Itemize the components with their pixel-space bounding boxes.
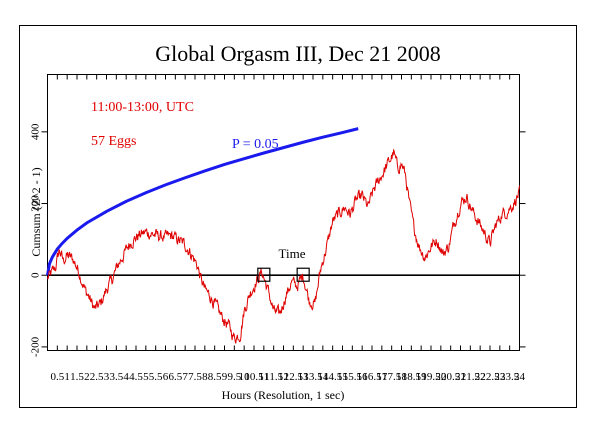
x-tick-label: 4 [123, 371, 129, 383]
x-tick-label: 15 [337, 371, 349, 383]
x-tick-label: 11.5 [264, 371, 283, 383]
x-tick-label: 10 [239, 371, 251, 383]
x-tick-label: 13 [298, 371, 310, 383]
x-tick-label: 18 [396, 371, 408, 383]
y-tick-label: 400 [30, 123, 42, 140]
x-tick-label: 8.5 [208, 371, 222, 383]
bottom-ticks [47, 345, 520, 351]
x-tick-label: 18.5 [402, 371, 422, 383]
y-tick-label: 0 [30, 272, 42, 278]
x-tick-label: 20 [435, 371, 447, 383]
x-tick-label: 22 [475, 371, 486, 383]
x-tick-label: 23.5 [500, 371, 520, 383]
x-tick-label: 20.5 [441, 371, 461, 383]
x-tick-label: 12 [278, 371, 289, 383]
x-tick-label: 17.5 [382, 371, 402, 383]
x-tick-label: 2 [84, 371, 90, 383]
y-axis-right [519, 131, 526, 348]
x-tick-label: 1 [64, 371, 70, 383]
time-marker-box [257, 267, 271, 282]
x-tick-label: 3 [104, 371, 110, 383]
x-tick-label: 21.5 [461, 371, 481, 383]
x-tick-label: 7 [182, 371, 188, 383]
x-tick-label: 2.5 [90, 371, 104, 383]
time-marker-label: Time [279, 246, 306, 261]
time-marker-box [296, 267, 310, 282]
cumsum-series-line [47, 148, 520, 344]
x-tick-label: 14 [317, 371, 329, 383]
y-tick-label: -200 [30, 336, 42, 357]
chart-title: Global Orgasm III, Dec 21 2008 [155, 41, 441, 66]
x-tick-label: 19.5 [421, 371, 441, 383]
x-tick-label: 7.5 [188, 371, 202, 383]
x-tick-label: 21 [455, 371, 466, 383]
x-tick-label: 17 [376, 371, 388, 383]
x-axis-label: Hours (Resolution, 1 sec) [222, 388, 345, 402]
y-tick-label: 200 [30, 195, 42, 212]
x-tick-label: 19 [416, 371, 428, 383]
x-tick-label: 24 [514, 371, 526, 383]
x-tick-label: 14.5 [323, 371, 343, 383]
x-tick-label: 6 [163, 371, 169, 383]
y-axis-label: Cumsum (Z^2 - 1) [29, 167, 43, 256]
x-tick-label: 16 [357, 371, 369, 383]
x-tick-labels: 0.5 1 1.5 2 2.5 3 3.5 4 4.5 5 5.5 6 6.5 7 7.5 8 8.5 9 9.51… [50, 371, 525, 383]
x-tick-label: 6.5 [168, 371, 182, 383]
x-tick-label: 9 [222, 371, 228, 383]
x-tick-label: 5.5 [149, 371, 163, 383]
time-window-label: 11:00-13:00, UTC [91, 100, 194, 115]
x-tick-label: 1.5 [70, 371, 84, 383]
x-tick-label: 9.5 [227, 371, 241, 383]
x-tick-label: 13.5 [303, 371, 323, 383]
x-tick-label: 5 [143, 371, 149, 383]
top-ticks [47, 74, 520, 80]
time-markers [257, 267, 310, 282]
x-tick-label: 0.5 [50, 371, 64, 383]
x-tick-label: 15.5 [343, 371, 363, 383]
x-tick-label: 11 [259, 371, 270, 383]
p-value-label: P = 0.05 [232, 137, 279, 152]
x-tick-label: 3.5 [109, 371, 123, 383]
x-tick-label: 10.5 [244, 371, 264, 383]
x-tick-label: 23 [494, 371, 506, 383]
p-value-envelope-line [46, 127, 359, 276]
y-axis: -200 0 200 400 [30, 123, 48, 357]
eggs-label: 57 Eggs [91, 134, 137, 149]
outer-frame [19, 25, 577, 408]
x-tick-label: 8 [202, 371, 208, 383]
x-tick-label: 12.5 [284, 371, 304, 383]
x-tick-label: 4.5 [129, 371, 143, 383]
x-tick-label: 22.5 [480, 371, 500, 383]
x-tick-label: 16.5 [362, 371, 382, 383]
